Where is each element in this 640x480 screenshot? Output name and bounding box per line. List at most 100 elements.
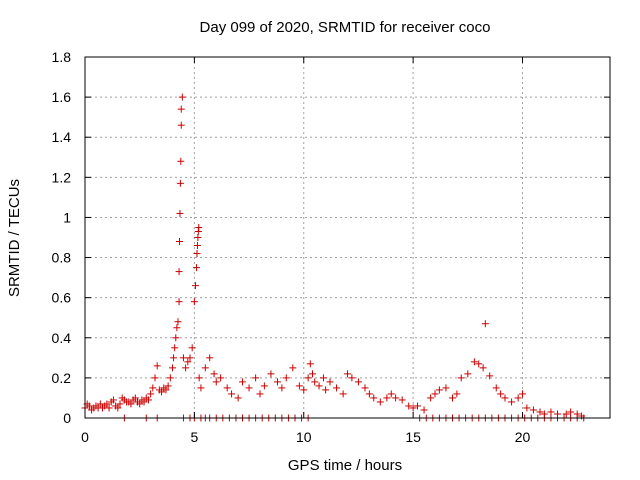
data-point: [376, 398, 384, 406]
data-point: [140, 398, 148, 406]
data-point: [267, 370, 275, 378]
data-point: [193, 264, 201, 272]
y-tick-label: 0: [63, 410, 71, 426]
data-point: [193, 250, 201, 258]
data-point: [475, 360, 483, 368]
x-axis-label: GPS time / hours: [288, 457, 402, 474]
data-point: [177, 157, 185, 165]
data-point: [398, 396, 406, 404]
data-point: [147, 390, 155, 398]
data-point: [344, 370, 351, 378]
data-point: [442, 384, 450, 392]
data-point: [131, 394, 139, 402]
data-point: [171, 344, 179, 352]
data-point: [197, 384, 205, 392]
data-point: [127, 400, 135, 408]
data-point: [420, 406, 428, 414]
data-point: [188, 344, 196, 352]
data-point: [387, 390, 395, 398]
data-point: [523, 404, 531, 412]
data-point: [175, 268, 183, 276]
data-point: [173, 324, 181, 332]
y-tick-label: 1.6: [52, 89, 72, 105]
data-point: [529, 406, 537, 414]
data-point: [193, 242, 201, 250]
y-axis-label: SRMTID / TECUs: [6, 179, 23, 297]
data-point: [449, 394, 456, 402]
data-point: [217, 374, 225, 382]
axis-ticks: [84, 56, 610, 419]
data-point: [361, 384, 369, 392]
data-point: [169, 364, 176, 372]
plot-frame: [84, 56, 611, 419]
data-point: [289, 364, 297, 372]
data-point: [85, 402, 93, 410]
data-point: [186, 354, 194, 362]
data-point: [501, 394, 509, 402]
data-point: [177, 121, 185, 129]
data-point: [260, 382, 268, 390]
data-point: [103, 400, 111, 408]
x-tick-label: 15: [405, 429, 421, 445]
data-point: [164, 382, 172, 390]
data-point: [315, 382, 323, 390]
data-point: [427, 394, 435, 402]
data-point: [182, 364, 190, 372]
y-tick-label: 1.2: [52, 169, 72, 185]
data-point: [184, 358, 192, 366]
data-point: [158, 388, 166, 396]
grid-lines: [85, 57, 610, 418]
data-point: [333, 384, 341, 392]
y-tick-label: 0.4: [52, 330, 72, 346]
data-point: [179, 354, 187, 362]
data-point: [409, 404, 417, 412]
data-point: [311, 378, 319, 386]
data-point: [116, 400, 124, 408]
y-tick-label: 0.6: [52, 290, 72, 306]
data-point: [282, 374, 290, 382]
x-tick-label: 0: [81, 429, 89, 445]
data-point: [453, 390, 461, 398]
data-point: [435, 386, 443, 394]
data-point: [201, 364, 209, 372]
data-point: [223, 384, 231, 392]
data-point: [194, 234, 202, 241]
data-point: [96, 400, 104, 408]
data-point: [162, 386, 170, 394]
data-point: [278, 384, 286, 392]
data-point: [105, 404, 113, 412]
y-tick-label: 1.4: [52, 129, 72, 145]
x-tick-labels: 0 5 10 15 20: [81, 429, 530, 445]
data-point: [252, 374, 260, 382]
data-point: [114, 404, 122, 412]
data-point: [300, 386, 308, 394]
data-point: [319, 374, 327, 382]
data-point: [309, 370, 316, 378]
data-point: [174, 318, 182, 326]
data-point: [239, 378, 246, 386]
chart-title: Day 099 of 2020, SRMTID for receiver coc…: [200, 19, 491, 36]
data-point: [177, 105, 185, 113]
data-point: [190, 298, 198, 306]
data-point: [176, 209, 184, 217]
data-point: [228, 390, 236, 398]
data-point: [306, 360, 314, 368]
data-point: [492, 384, 500, 392]
data-point: [322, 386, 330, 394]
data-point: [178, 93, 186, 101]
data-point: [144, 396, 152, 404]
x-tick-label: 10: [296, 429, 312, 445]
data-point: [365, 390, 373, 398]
data-point: [206, 354, 214, 362]
data-point: [536, 408, 544, 416]
data-point: [481, 320, 489, 328]
data-point: [295, 382, 303, 390]
y-tick-label: 1.8: [52, 49, 72, 65]
data-point: [354, 378, 362, 386]
y-tick-label: 1: [63, 209, 71, 225]
data-point: [383, 394, 391, 402]
data-point: [136, 400, 144, 408]
data-point: [431, 390, 439, 398]
data-point: [304, 374, 312, 382]
data-point: [149, 384, 157, 392]
